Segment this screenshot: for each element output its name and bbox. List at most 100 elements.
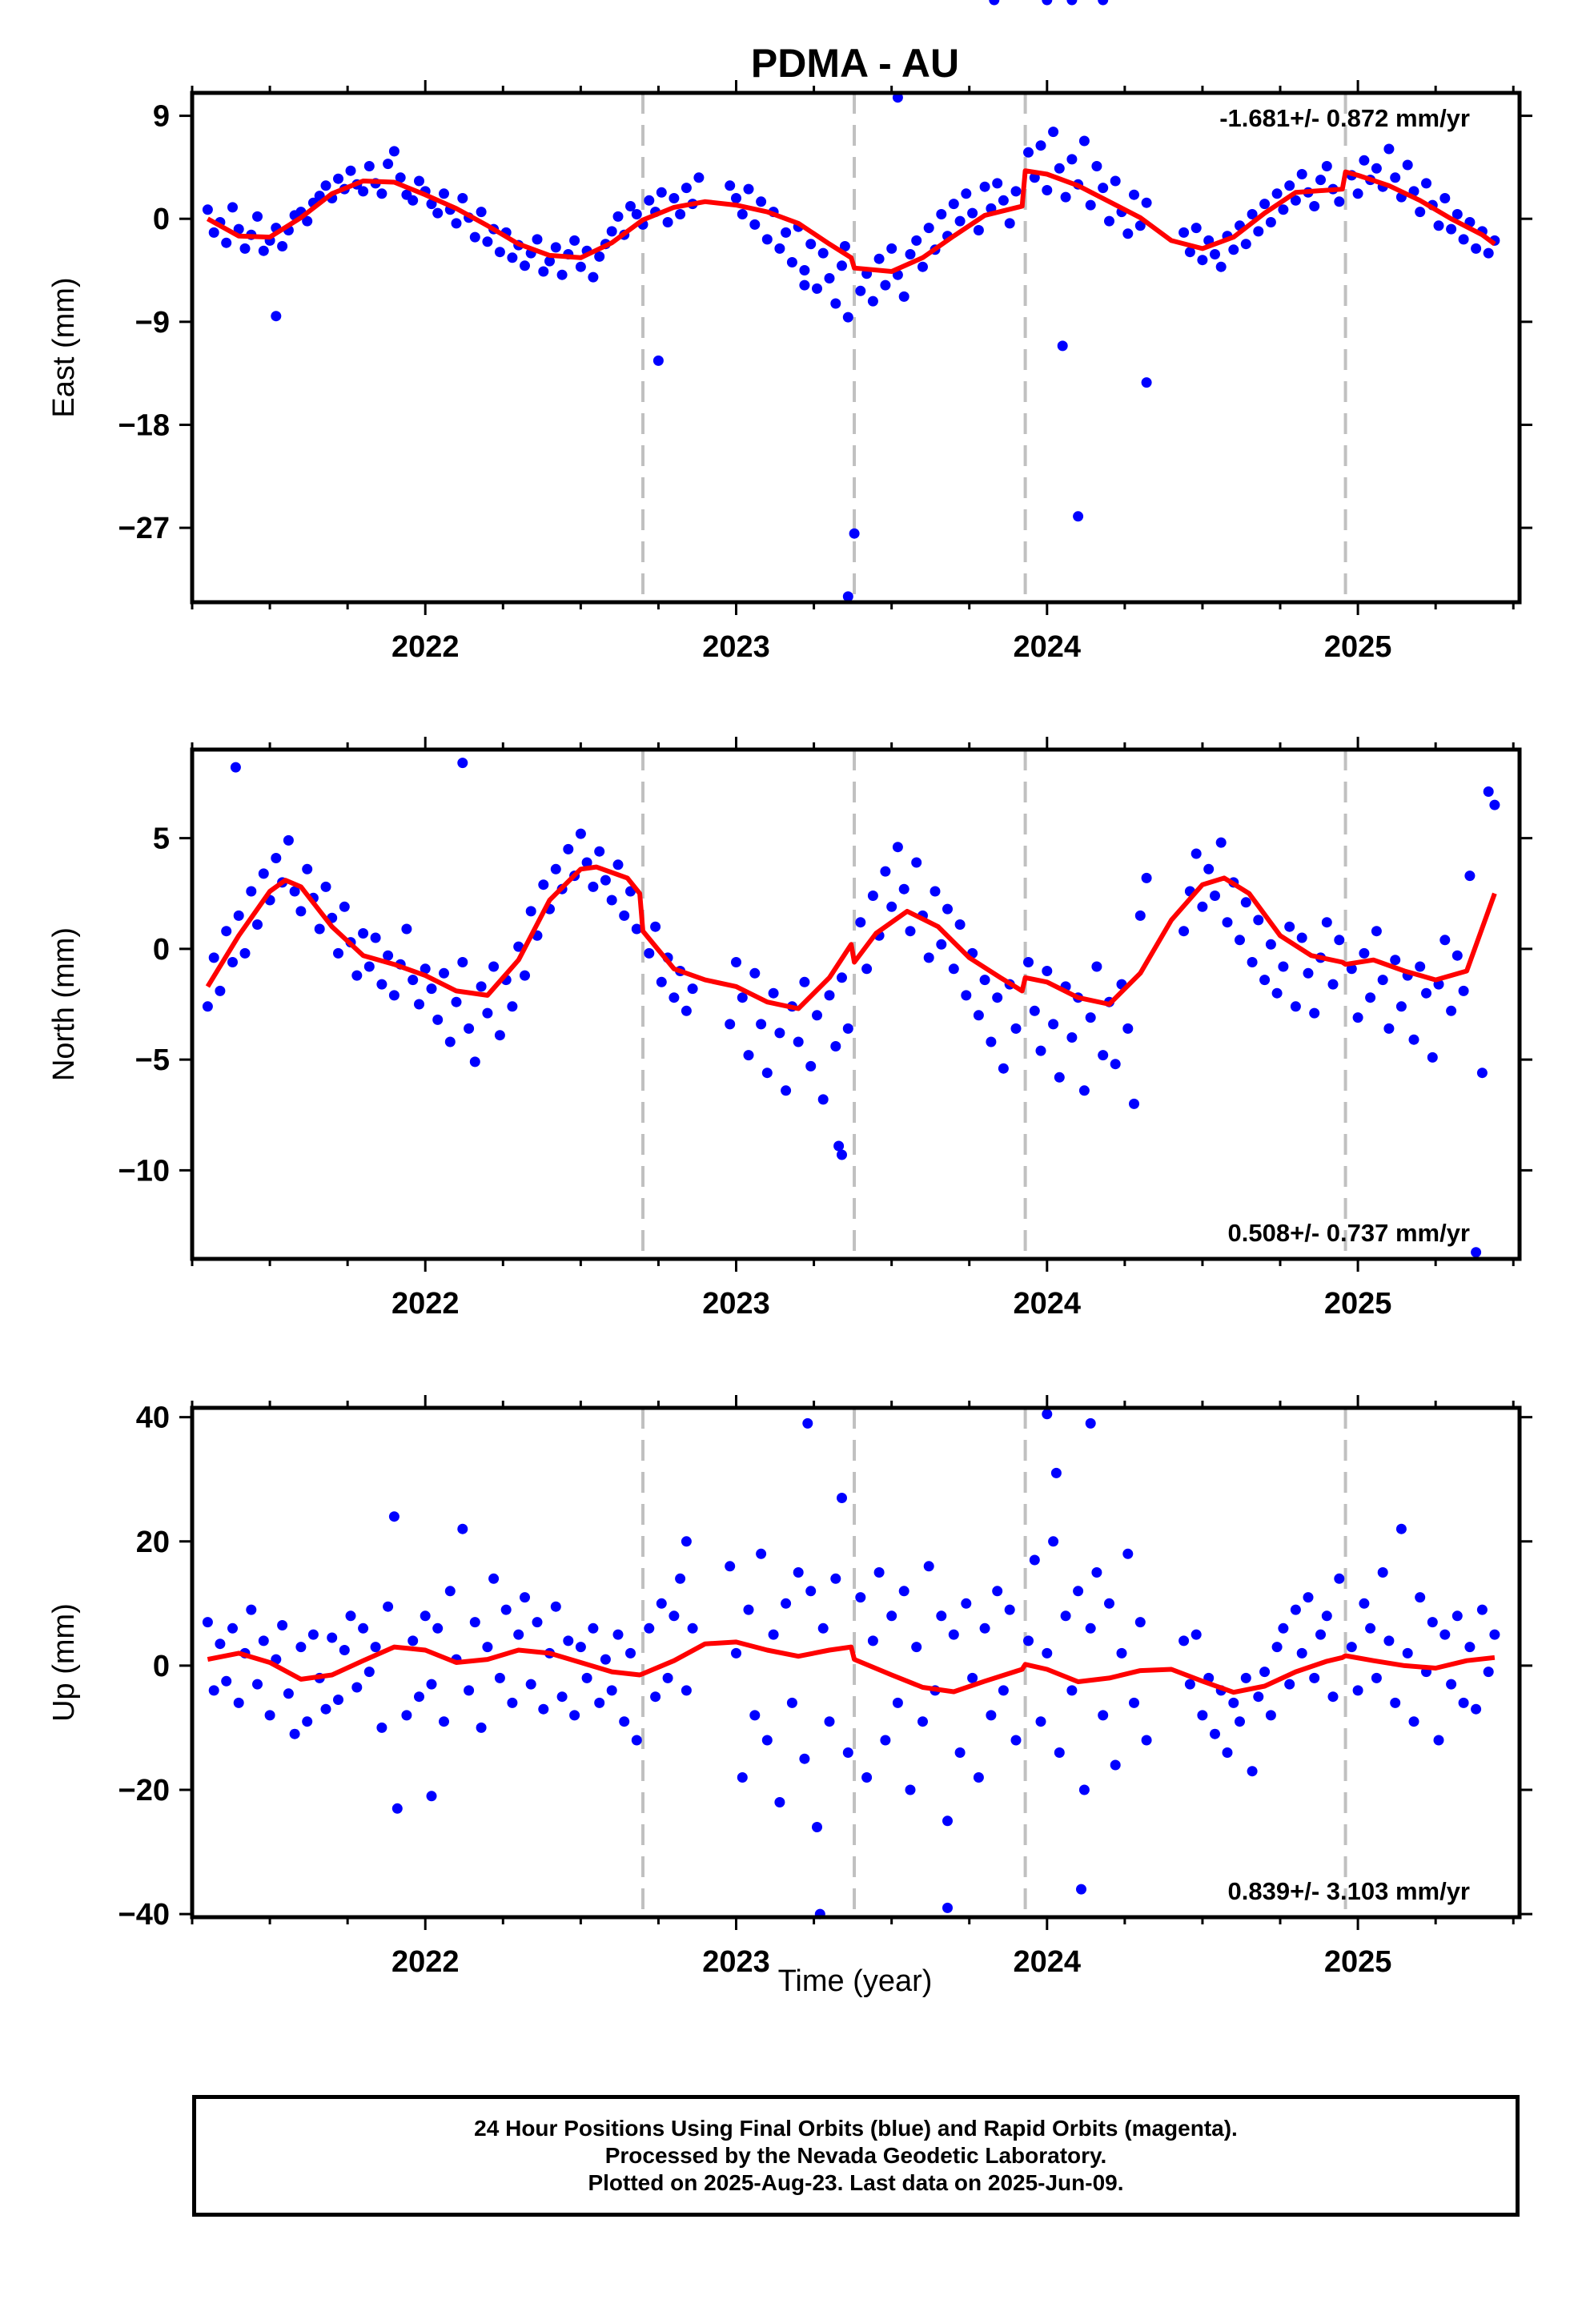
- east-plot-frame: [190, 90, 1522, 605]
- up-point: [1408, 1716, 1419, 1727]
- east-point: [1446, 223, 1457, 235]
- east-xtick-label: 2025: [1324, 630, 1392, 664]
- north-point: [271, 853, 282, 863]
- east-point: [1004, 218, 1015, 229]
- up-point: [687, 1622, 698, 1634]
- north-point: [612, 859, 624, 870]
- north-point: [837, 972, 847, 983]
- north-point: [494, 1030, 505, 1041]
- north-point: [1476, 1068, 1488, 1079]
- north-point: [432, 1014, 444, 1025]
- east-model-line: [206, 168, 1496, 274]
- up-point: [383, 1601, 394, 1612]
- north-point: [842, 1023, 853, 1034]
- up-point: [612, 1629, 624, 1640]
- north-panel: 2022 2023 2024 2025 5 0 −5 −10 North (mm) 0.508+/…: [47, 0, 1532, 1321]
- up-point: [414, 1691, 424, 1703]
- footer-line-processed: Processed by the Nevada Geodetic Laborat…: [604, 2143, 1107, 2168]
- north-point: [320, 881, 331, 892]
- north-point: [1129, 1098, 1139, 1109]
- east-point: [208, 227, 219, 238]
- east-point: [1439, 193, 1451, 203]
- north-point: [388, 990, 400, 1001]
- up-point: [986, 1710, 997, 1721]
- east-point: [1010, 186, 1022, 197]
- east-xtick-label: 2023: [702, 630, 770, 664]
- up-point: [1476, 1604, 1488, 1615]
- north-point: [936, 939, 947, 950]
- up-point: [749, 1710, 761, 1721]
- north-point: [619, 910, 630, 921]
- up-point: [600, 1654, 611, 1665]
- north-point: [439, 967, 449, 979]
- north-point: [420, 963, 431, 975]
- east-point: [774, 243, 785, 254]
- north-point: [998, 1063, 1009, 1074]
- up-point: [532, 1617, 543, 1628]
- north-point: [1446, 1005, 1457, 1016]
- east-point: [1073, 511, 1084, 522]
- up-point: [1464, 1642, 1476, 1653]
- north-point: [725, 1019, 736, 1030]
- east-point: [662, 217, 673, 227]
- north-point: [886, 901, 897, 912]
- up-point: [1060, 1610, 1071, 1622]
- east-point: [1054, 163, 1065, 174]
- north-point: [1290, 1001, 1301, 1012]
- north-point: [774, 1027, 785, 1039]
- east-ytick-label: 9: [153, 100, 170, 134]
- east-point: [867, 296, 878, 307]
- east-point: [1129, 189, 1139, 200]
- up-point: [1371, 1672, 1382, 1683]
- north-xtick-label: 2024: [1014, 1287, 1082, 1321]
- up-point: [339, 1645, 350, 1655]
- up-point: [202, 1617, 213, 1628]
- up-point: [482, 1642, 493, 1653]
- north-point: [793, 1036, 804, 1047]
- east-ytick-label: −27: [118, 512, 170, 545]
- up-point: [494, 1672, 505, 1683]
- east-y-axis-label: East (mm): [47, 277, 81, 417]
- north-point: [1278, 961, 1289, 972]
- north-point: [513, 941, 524, 952]
- up-points: [202, 1409, 1500, 1920]
- up-point: [1235, 1716, 1245, 1727]
- up-point: [333, 1695, 343, 1705]
- east-point: [1247, 209, 1258, 219]
- north-point: [575, 828, 586, 839]
- east-point: [830, 298, 841, 309]
- east-point: [408, 195, 419, 206]
- up-point: [979, 1622, 990, 1634]
- north-point: [1489, 799, 1500, 810]
- north-point: [1098, 1050, 1109, 1061]
- north-point: [1334, 935, 1345, 946]
- up-point: [1116, 1647, 1127, 1659]
- up-point: [1178, 1635, 1190, 1647]
- north-point: [1215, 837, 1227, 848]
- up-point: [520, 1592, 530, 1603]
- up-point: [1439, 1629, 1451, 1640]
- north-point: [221, 926, 232, 937]
- north-point: [488, 961, 500, 972]
- east-point: [781, 227, 792, 238]
- up-point: [812, 1822, 822, 1832]
- east-point: [842, 591, 853, 602]
- north-point: [408, 975, 419, 986]
- east-xtick-label: 2022: [391, 630, 460, 664]
- north-point: [588, 881, 599, 892]
- up-point: [1383, 1635, 1395, 1647]
- up-point: [1042, 1647, 1053, 1659]
- north-point: [444, 1036, 456, 1047]
- east-point: [681, 183, 692, 194]
- north-xtick-label: 2022: [391, 1287, 460, 1321]
- north-point: [824, 990, 835, 1001]
- north-point: [283, 834, 294, 846]
- up-point: [1048, 1536, 1059, 1547]
- east-point: [544, 255, 555, 267]
- up-point: [1210, 1728, 1220, 1739]
- east-point: [911, 235, 922, 246]
- east-point: [1290, 195, 1301, 206]
- up-point: [973, 1772, 984, 1783]
- east-point: [363, 161, 375, 171]
- east-point: [1259, 199, 1271, 210]
